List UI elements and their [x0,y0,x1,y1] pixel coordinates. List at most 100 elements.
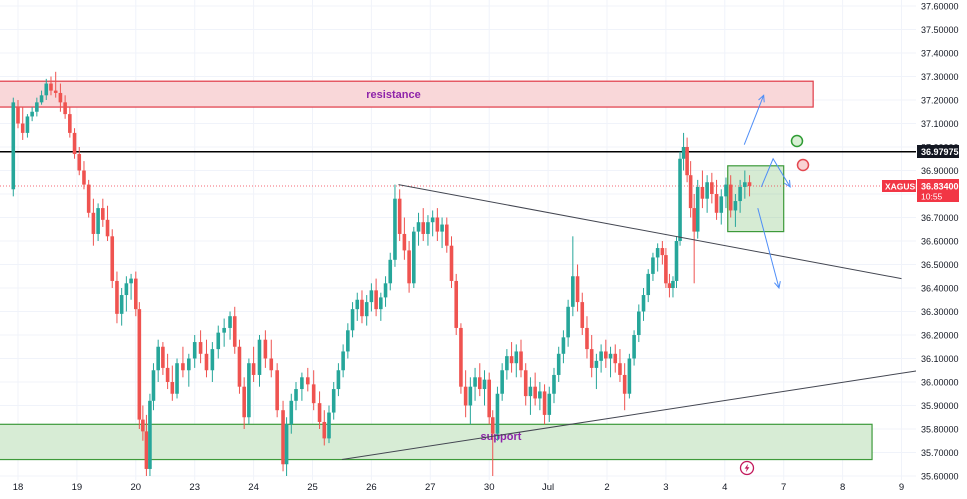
green-circle-marker[interactable] [790,134,804,148]
price-tick-label: 36.40000 [921,284,959,294]
candle-body [660,248,665,256]
candle-body [468,386,473,406]
candle-body [289,400,294,425]
candle-up [547,386,552,422]
candle-body [538,391,542,399]
candle-body [237,346,242,387]
candle-body [275,370,279,411]
candle-body [622,374,627,394]
countdown-label: 10:55 [921,192,943,202]
time-axis[interactable]: 18 19 20 23 24 25 26 27 30 Jul 2 3 4 7 8 9 [13,482,904,493]
lightning-icon[interactable] [739,460,755,476]
candle-body [719,196,724,213]
trendline[interactable] [341,369,922,461]
candle-up [228,311,232,340]
candle-up [651,252,655,281]
candle-up [695,179,700,239]
candle-up [388,252,393,291]
candle-down [523,363,528,406]
candle-body [440,224,444,232]
candle-down [747,175,752,197]
consolidation-box[interactable] [727,165,785,233]
candle-down [63,95,67,119]
candle-down [728,175,733,218]
time-tick-label: 4 [722,482,727,493]
candle-body [175,363,179,394]
candle-down [519,339,523,378]
candle-down [198,330,203,364]
candle-down [77,147,82,176]
candle-body [552,374,556,394]
candle-body [20,123,25,133]
candle-body [181,363,185,371]
candle-body [482,379,487,390]
candle-down [688,161,693,218]
last-price-label: 36.83400 [921,182,959,192]
candle-body [463,386,468,406]
candle-down [91,198,96,246]
candle-up [556,346,561,382]
candle-up [705,175,709,213]
resistance-zone[interactable] [0,80,814,108]
candle-down [463,370,468,418]
candle-body [281,410,285,465]
candle-body [571,276,575,307]
candle-up [473,367,477,401]
time-tick-label: 18 [13,482,24,493]
candle-body [678,158,682,241]
candle-up [25,114,30,138]
candle-body [646,273,651,296]
price-tick-label: 36.00000 [921,378,959,388]
candle-body [733,201,738,211]
candle-body [192,342,197,359]
price-axis[interactable]: 37.60000 37.50000 37.40000 37.30000 37.20000… [916,0,967,494]
candle-body [251,363,256,375]
candle-down [459,323,463,394]
red-circle-marker[interactable] [796,158,810,172]
candle-body [681,147,686,159]
price-tick-label: 37.10000 [921,119,959,129]
candle-up [156,339,160,382]
candle-down [86,179,91,218]
candle-body [331,389,336,413]
candle-body [383,283,388,298]
candle-up [216,325,221,359]
candle-body [449,245,454,281]
candle-body [547,393,552,415]
candle-up [594,353,599,390]
candle-body [566,306,570,338]
support-zone[interactable] [0,423,873,461]
candle-body [393,198,397,260]
candle-up [30,107,34,122]
candle-body [96,208,100,234]
candle-body [738,186,742,202]
candle-body [747,182,752,187]
candle-up [528,377,533,415]
trendline[interactable] [398,184,902,280]
candle-body [91,212,96,234]
candle-down [421,208,426,241]
candle-up [327,405,331,444]
candle-body [685,147,689,176]
candle-up [627,353,632,399]
candle-body [110,236,115,281]
candles [11,71,752,476]
candle-body [519,351,523,371]
projection-arrow[interactable] [760,157,791,188]
candle-up [284,417,289,476]
price-tick-label: 36.50000 [921,260,959,270]
candle-up [637,304,641,343]
trendlines [341,184,922,461]
candle-down [360,290,364,324]
candle-up [505,349,509,380]
candle-down [710,172,714,204]
time-tick-label: 7 [781,482,786,493]
candle-body [222,327,226,333]
candle-down [667,273,672,298]
candle-up [175,358,179,399]
projection-arrow[interactable] [743,95,765,145]
candle-body [360,299,364,317]
projection-arrow[interactable] [757,207,780,289]
candle-body [459,327,463,387]
